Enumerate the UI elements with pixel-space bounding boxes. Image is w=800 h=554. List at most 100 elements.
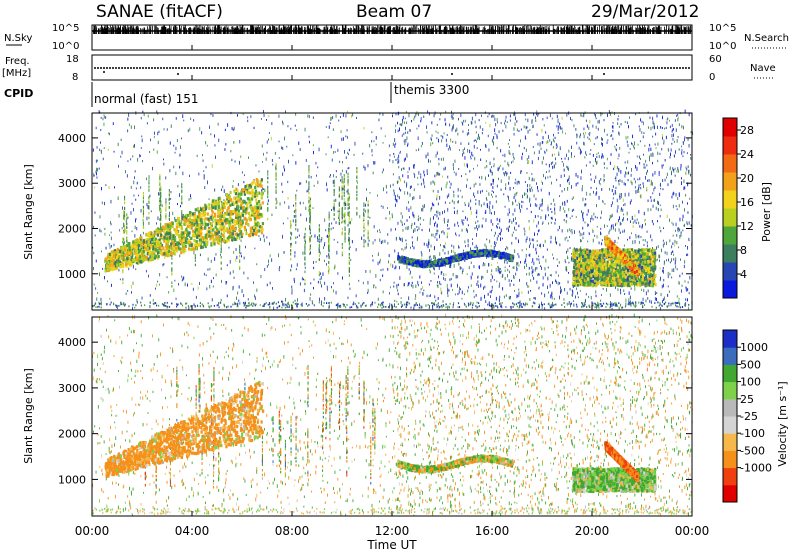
- data-cell: [531, 177, 533, 181]
- data-cell: [222, 185, 224, 189]
- data-cell: [394, 303, 395, 308]
- data-cell: [363, 229, 365, 233]
- data-cell: [565, 261, 567, 264]
- data-cell: [179, 153, 181, 157]
- data-cell: [97, 292, 99, 294]
- data-cell: [663, 139, 665, 143]
- data-cell: [627, 179, 629, 182]
- data-cell: [263, 152, 264, 156]
- data-cell: [658, 173, 660, 177]
- data-cell: [467, 239, 469, 243]
- data-cell: [190, 194, 191, 198]
- data-cell: [348, 243, 350, 246]
- data-cell: [228, 246, 230, 249]
- data-cell: [135, 187, 137, 190]
- data-cell: [647, 297, 649, 300]
- data-cell: [509, 152, 511, 156]
- data-cell: [457, 306, 459, 309]
- data-cell: [321, 284, 322, 288]
- data-cell: [397, 252, 399, 256]
- data-cell: [510, 305, 512, 310]
- data-cell: [610, 215, 612, 218]
- data-cell: [344, 214, 346, 217]
- data-cell: [100, 116, 102, 119]
- data-cell: [529, 253, 531, 257]
- data-cell: [674, 260, 676, 263]
- data-cell: [660, 126, 662, 129]
- data-cell: [338, 186, 340, 189]
- data-cell: [171, 273, 173, 276]
- data-cell: [671, 258, 672, 262]
- data-cell: [505, 171, 507, 174]
- data-cell: [173, 288, 175, 293]
- data-cell: [477, 306, 479, 309]
- data-cell: [525, 148, 527, 152]
- data-cell: [444, 220, 445, 224]
- data-cell: [278, 253, 279, 258]
- data-cell: [468, 202, 470, 205]
- data-cell: [527, 290, 529, 294]
- data-cell: [347, 167, 349, 170]
- data-cell: [127, 216, 129, 219]
- data-cell: [542, 283, 544, 287]
- data-cell: [168, 214, 170, 217]
- data-cell: [362, 281, 364, 285]
- data-cell: [654, 171, 656, 175]
- data-cell: [231, 127, 233, 130]
- data-cell: [295, 198, 297, 201]
- data-cell: [101, 250, 102, 253]
- data-cell: [650, 196, 652, 199]
- data-cell: [296, 263, 298, 267]
- data-cell: [465, 216, 466, 220]
- data-cell: [570, 155, 572, 159]
- data-cell: [637, 178, 639, 181]
- data-cell: [530, 289, 531, 292]
- data-cell: [606, 225, 608, 228]
- data-cell: [352, 112, 354, 117]
- data-cell: [343, 180, 345, 184]
- data-cell: [118, 164, 119, 168]
- data-cell: [461, 297, 463, 300]
- data-cell: [334, 206, 335, 210]
- data-cell: [497, 265, 499, 268]
- data-cell: [446, 134, 448, 137]
- data-cell: [638, 184, 640, 189]
- data-cell: [568, 181, 570, 186]
- data-cell: [239, 246, 241, 249]
- data-cell: [390, 184, 391, 188]
- data-cell: [550, 143, 552, 146]
- data-cell: [404, 191, 406, 195]
- data-cell: [563, 174, 565, 178]
- data-cell: [164, 256, 166, 259]
- data-cell: [515, 199, 517, 203]
- data-cell: [518, 180, 519, 183]
- data-cell: [620, 304, 621, 307]
- data-cell: [340, 130, 342, 134]
- data-cell: [428, 306, 430, 310]
- data-cell: [679, 228, 681, 232]
- data-cell: [641, 288, 642, 291]
- data-cell: [429, 221, 431, 225]
- data-cell: [666, 241, 667, 246]
- data-cell: [556, 114, 558, 118]
- data-cell: [508, 279, 510, 282]
- data-cell: [232, 286, 234, 291]
- data-cell: [353, 153, 355, 156]
- data-cell: [473, 139, 475, 142]
- data-cell: [528, 285, 530, 288]
- data-cell: [657, 142, 659, 146]
- data-cell: [687, 288, 689, 292]
- data-cell: [374, 239, 376, 242]
- data-cell: [146, 202, 148, 207]
- data-cell: [439, 306, 441, 308]
- data-cell: [135, 198, 137, 201]
- data-cell: [400, 301, 402, 304]
- data-cell: [420, 176, 422, 179]
- data-cell: [163, 162, 165, 166]
- data-cell: [134, 125, 135, 130]
- data-cell: [476, 209, 478, 212]
- data-cell: [534, 232, 535, 236]
- data-cell: [549, 139, 551, 142]
- data-cell: [628, 300, 630, 304]
- data-cell: [516, 266, 518, 269]
